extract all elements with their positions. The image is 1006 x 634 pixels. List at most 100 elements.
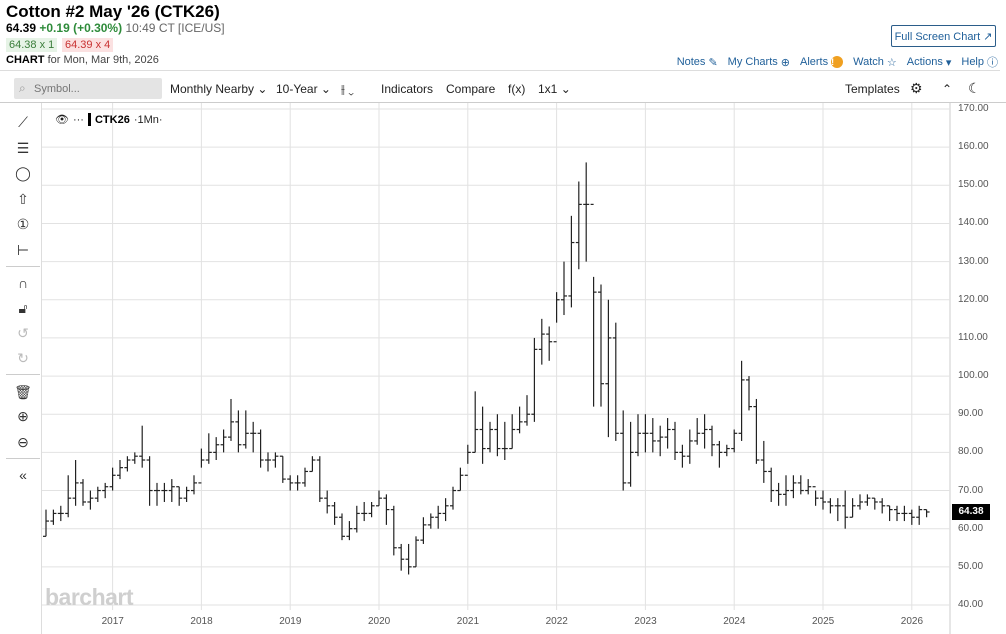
templates-button[interactable]: Templates [845,82,900,96]
trendline-tool-icon[interactable]: ⟋ [18,114,28,130]
indicators-button[interactable]: Indicators [381,82,434,96]
notes-link[interactable]: Notes ✎ [677,56,718,69]
edit-icon: ✎ [708,56,718,69]
actions-menu[interactable]: Actions ▾ [907,56,952,69]
y-tick-label: 120.00 [958,293,989,305]
y-tick-label: 140.00 [958,217,989,229]
x-tick-label: 2022 [545,616,568,627]
ohlc-bar [620,410,627,491]
plus-circle-icon: ⊕ [780,56,790,69]
trash-icon[interactable]: 🗑︎ [14,384,32,400]
ohlc-bar [768,467,775,502]
dark-mode-moon-icon[interactable]: ☾ [968,80,981,96]
ohlc-bar [176,486,183,506]
drawing-tools-sidebar: ⟋ ☰ ◯ ⇧ ① ⊢ ∩ 🔓︎ ↺ ↻ 🗑︎ ⊕ ⊖ « [0,103,42,634]
x-tick-label: 2017 [101,616,124,627]
symbol-search-input[interactable] [14,78,162,99]
settings-gear-icon[interactable]: ⚙ [910,80,923,96]
annotation-number-icon[interactable]: ① [16,216,30,232]
zoom-out-icon[interactable]: ⊖ [17,434,29,450]
ohlc-bar [790,475,797,499]
fibonacci-tool-icon[interactable]: ☰ [16,140,30,156]
ohlc-bar [709,425,715,457]
undo-icon[interactable]: ↺ [17,325,29,341]
ohlc-bar [50,509,57,525]
ohlc-bar [420,517,427,544]
ohlc-bar [509,414,516,450]
ohlc-bar [849,498,856,518]
ohlc-bar [546,326,553,361]
more-icon[interactable]: ··· [72,113,84,126]
ohlc-bar [524,395,530,426]
ohlc-bar [146,456,153,506]
ohlc-bar [376,490,382,507]
layout-dropdown[interactable]: 1x1 ⌄ [538,82,571,96]
star-icon: ☆ [886,56,897,69]
ohlc-bar [738,360,745,441]
collapse-up-icon[interactable]: ⌃ [942,82,953,96]
compare-button[interactable]: Compare [446,82,496,96]
watch-link[interactable]: Watch ☆ [853,56,897,69]
ohlc-bar [124,456,131,472]
redo-icon[interactable]: ↻ [17,350,29,366]
ohlc-bar [265,452,271,472]
ohlc-bars-icon: ⫲ [341,82,345,96]
alerts-label: Alerts [800,56,829,68]
eye-icon[interactable]: 👁︎ [55,114,69,126]
ohlc-bar [590,203,597,407]
shape-tool-icon[interactable]: ◯ [15,165,31,181]
ohlc-bar [94,486,101,502]
range-dropdown[interactable]: 10-Year ⌄ [276,82,331,96]
ohlc-bar [442,498,449,522]
price-line: 64.39 +0.19 (+0.30%) 10:49 CT [ICE/US] [6,21,225,35]
ohlc-bar [117,460,123,480]
magnet-icon[interactable]: ∩ [17,275,29,291]
range-label: 10-Year [276,82,318,96]
ohlc-bar [598,284,604,407]
ohlc-bar [235,410,242,453]
ohlc-bar [457,467,464,492]
ohlc-bar [716,440,723,468]
ohlc-bar [568,215,575,308]
function-button[interactable]: f(x) [508,82,526,96]
ohlc-bar [908,509,915,525]
x-tick-label: 2019 [279,616,302,627]
y-tick-label: 90.00 [958,408,984,420]
ohlc-bar [612,322,619,441]
unlock-icon[interactable]: 🔓︎ [18,300,28,316]
ohlc-bar [242,410,249,449]
y-tick-label: 50.00 [958,560,984,572]
barchart-logo: barchart [45,584,134,610]
full-screen-chart-button[interactable]: Full Screen Chart ↗ [891,25,996,47]
ohlc-bar [679,444,686,468]
ohlc-bar [435,505,442,529]
ohlc-bar [635,414,641,457]
ohlc-bar [857,494,863,510]
ohlc-bar [561,261,567,316]
ohlc-bar [812,486,819,506]
ohlc-bar [361,501,368,522]
ohlc-bar [583,162,590,262]
help-link[interactable]: Help ⓘ [961,54,998,70]
ohlc-bar [139,425,146,468]
collapse-sidebar-icon[interactable]: « [19,467,27,483]
ohlc-bar [827,498,834,514]
measure-tool-icon[interactable]: ⊢ [16,242,30,258]
ohlc-bar [901,505,908,522]
period-dropdown[interactable]: Monthly Nearby ⌄ [170,82,268,96]
ohlc-bar [383,494,390,525]
watch-label: Watch [853,56,884,68]
ohlc-bar [102,482,109,499]
ohlc-bar [279,455,286,483]
my-charts-link[interactable]: My Charts ⊕ [728,56,790,69]
alerts-link[interactable]: Alerts! [800,56,844,68]
ohlc-bar [131,452,138,464]
ohlc-bar [472,391,479,453]
ohlc-bar [783,475,789,506]
ohlc-bar [87,490,94,510]
y-tick-label: 60.00 [958,522,984,534]
arrow-up-tool-icon[interactable]: ⇧ [17,191,29,207]
bar-type-dropdown[interactable]: ⫲ ⌄ [341,82,354,96]
zoom-in-icon[interactable]: ⊕ [17,408,29,424]
